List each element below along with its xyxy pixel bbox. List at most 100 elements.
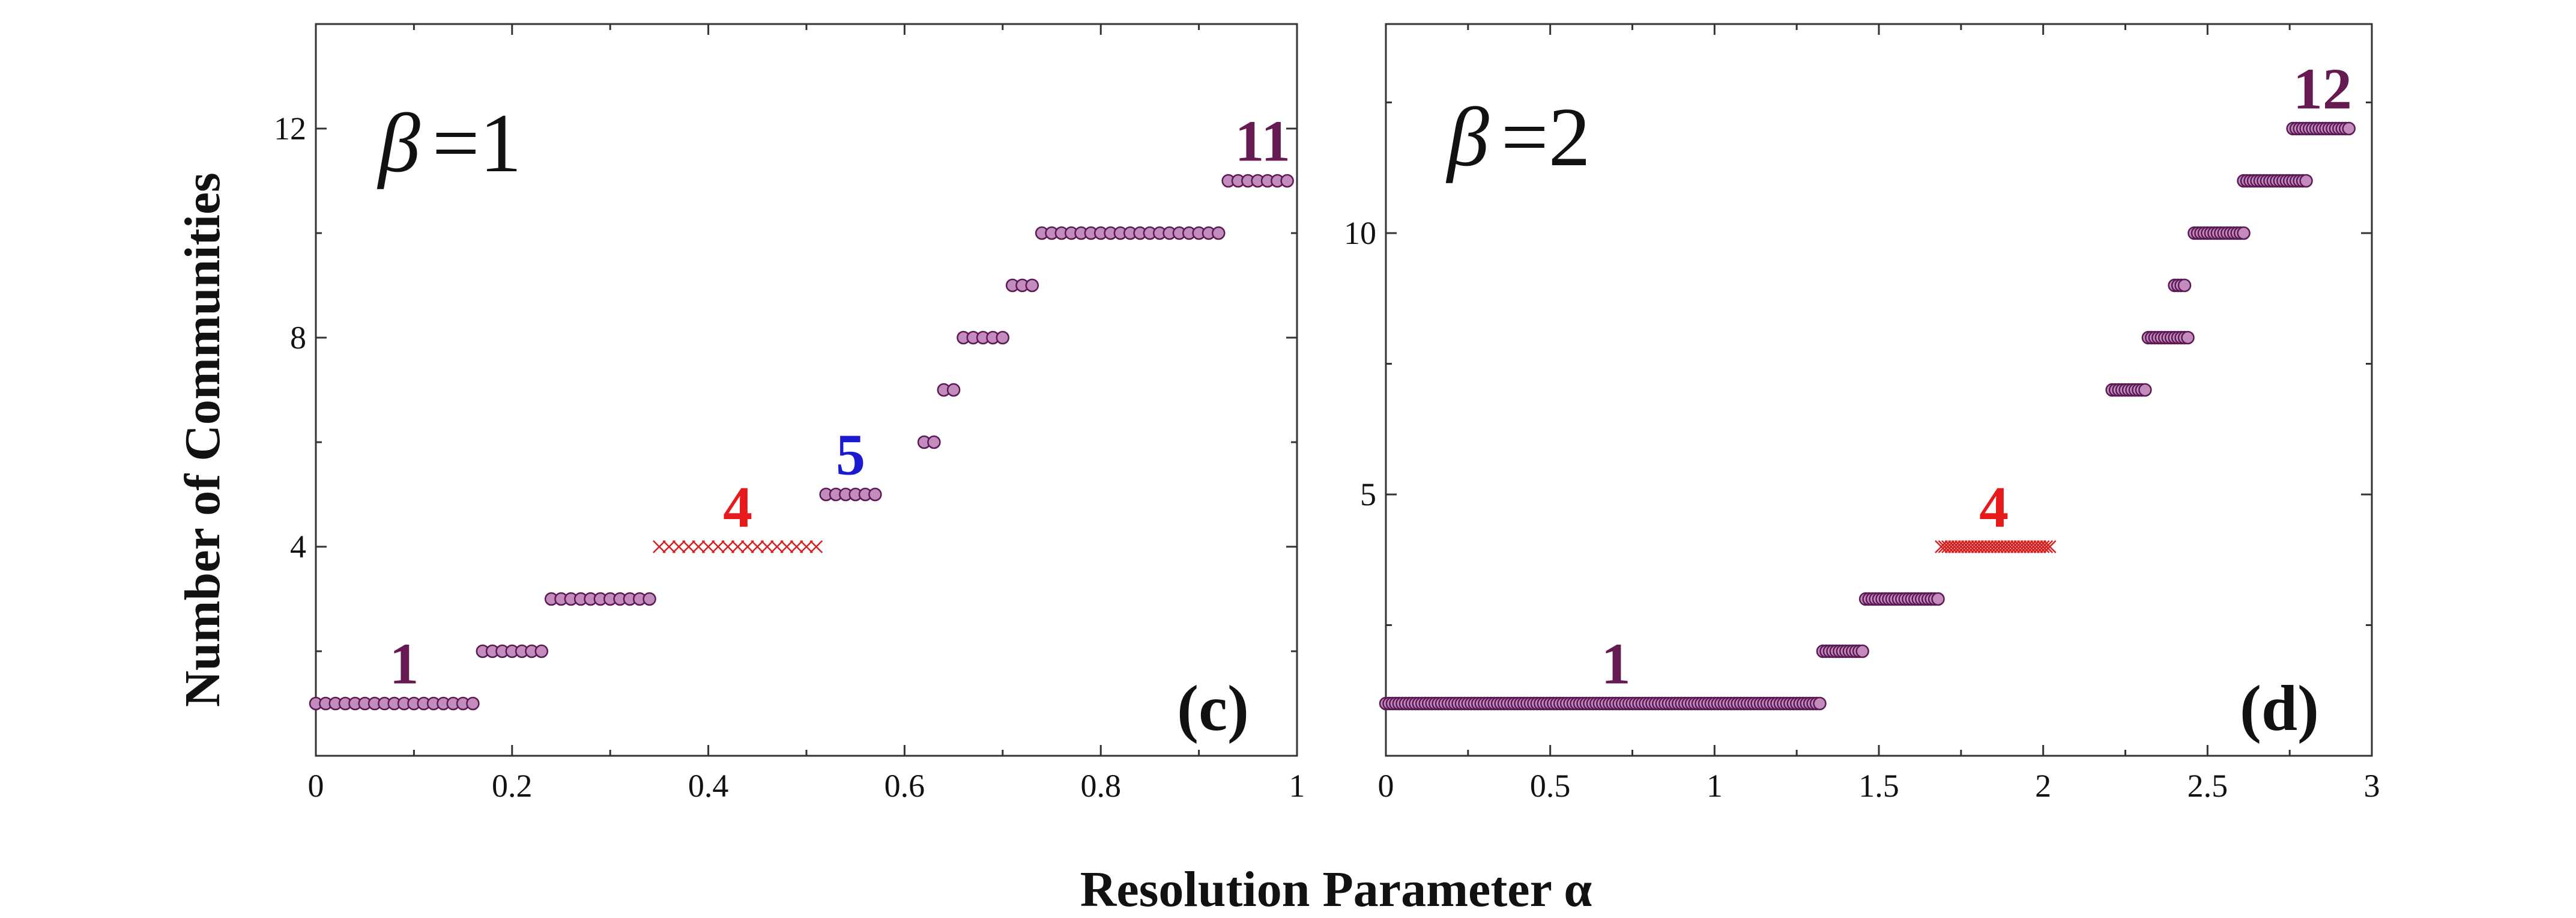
beta-symbol: β [376,97,420,190]
annotation-label: 4 [1979,475,2009,540]
x-tick-label: 1.5 [1858,768,1899,804]
data-series-11 [2237,174,2313,188]
data-series-3 [1858,592,1945,606]
data-series-4 [1935,540,2057,553]
data-series-8 [957,330,1010,345]
data-point [946,383,961,397]
x-tick-label: 1 [1707,768,1723,804]
data-point-cross [1994,540,2007,553]
data-point-cross [751,540,764,553]
beta-label: β =2 [1445,91,1591,184]
data-point-cross [2000,540,2014,553]
data-point-cross [2043,540,2057,553]
data-point-cross [790,540,803,553]
data-point-cross [741,540,754,553]
data-point-cross [1961,540,1974,553]
data-point-cross [672,540,686,553]
data-point-cross [1997,540,2010,553]
data-point-cross [692,540,706,553]
data-point-cross [662,540,676,553]
annotation-label: 11 [1235,109,1291,174]
data-point-cross [1958,540,1971,553]
data-point [642,592,656,606]
data-point-cross [1938,540,1952,553]
data-point-cross [2033,540,2047,553]
y-tick-label: 5 [1360,476,1376,512]
data-point-cross [2016,540,2030,553]
annotation-label: 12 [2293,56,2352,121]
data-point [2299,174,2313,188]
beta-value: =1 [432,97,522,190]
data-point-cross [2004,540,2017,553]
panel-c: 0 0.2 0.4 0.6 0.8 1 4 8 12 1 4 5 11 β =1 (c) [274,23,1305,804]
data-series-7 [937,383,961,397]
panel-tag: (c) [1177,673,1249,744]
data-series-7 [2105,383,2152,397]
beta-symbol: β [1445,91,1489,184]
data-point [466,696,480,711]
data-point [2342,121,2356,136]
data-point-cross [2030,540,2043,553]
data-point [2177,278,2192,293]
y-tick-label: 12 [274,111,306,147]
data-series-3 [544,592,656,606]
data-series-9 [1005,278,1039,293]
data-point-cross [1991,540,2004,553]
y-axis-title: Number of Communities [175,172,231,707]
data-point-cross [2036,540,2050,553]
x-tick-label: 0 [308,768,324,804]
data-point-cross [1948,540,1961,553]
data-point-cross [653,540,666,553]
data-series-6 [917,435,941,449]
data-point-cross [770,540,784,553]
data-point-cross [1967,540,1981,553]
y-tick-label: 10 [1344,215,1376,251]
data-point-cross [760,540,774,553]
data-series-2 [476,644,549,658]
data-point [1813,696,1827,711]
panel-tag: (d) [2240,673,2319,744]
annotation-label: 1 [390,631,419,696]
data-point-cross [2023,540,2037,553]
data-point-cross [1974,540,1988,553]
data-point [2181,330,2195,345]
data-point-cross [1984,540,1997,553]
data-point-cross [701,540,715,553]
x-tick-label: 2.5 [2187,768,2228,804]
data-point-cross [712,540,725,553]
data-point-cross [1951,540,1965,553]
x-tick-label: 1 [1289,768,1305,804]
data-point-cross [780,540,794,553]
x-tick-label: 2 [2035,768,2051,804]
annotation-label: 4 [723,475,752,540]
data-series-4 [653,540,823,553]
data-point [996,330,1010,345]
annotation-label: 1 [1601,631,1631,696]
x-tick-label: 3 [2364,768,2380,804]
data-point-cross [731,540,745,553]
panel-d: 0 0.5 1 1.5 2 2.5 3 5 10 1 4 12 β =2 (d) [1344,23,2380,804]
data-point-cross [721,540,735,553]
beta-label: β =1 [376,97,522,190]
data-point-cross [2027,540,2040,553]
data-point-cross [1935,540,1948,553]
data-point-cross [2010,540,2024,553]
data-series-1 [309,696,480,711]
data-series-1 [1379,696,1827,711]
data-point [1025,278,1039,293]
data-point [1931,592,1945,606]
x-tick-label: 0.5 [1530,768,1571,804]
x-tick-label: 0.6 [884,768,925,804]
data-point [1855,644,1869,658]
data-series-10 [1035,226,1226,240]
x-tick-label: 0.2 [492,768,533,804]
data-point-cross [1941,540,1955,553]
beta-value: =2 [1501,91,1591,184]
data-series-12 [2286,121,2356,136]
data-point [534,644,549,658]
data-point-cross [1954,540,1968,553]
annotation-label: 5 [836,422,865,487]
data-series-8 [2141,330,2195,345]
y-tick-label: 8 [290,320,306,356]
